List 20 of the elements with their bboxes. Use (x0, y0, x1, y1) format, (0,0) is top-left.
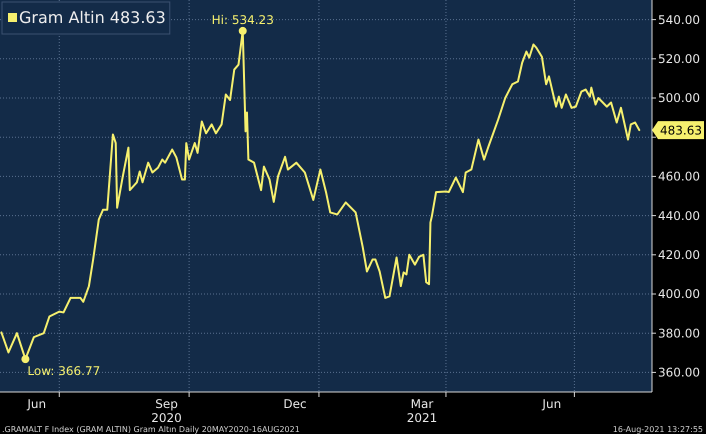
text: .GRAMALT F Index (GRAM ALTIN) Gram Altın Daily 20MAY2020-16AUG2021 (2, 425, 300, 434)
y-tick-label: 440.00 (658, 208, 700, 223)
y-tick-label: 400.00 (658, 287, 700, 302)
x-tick-label: Jun (26, 397, 46, 411)
annotation: 483.63 (660, 123, 702, 138)
x-tick-label: Jun (541, 397, 562, 411)
annotation: Low: 366.77 (27, 364, 100, 378)
y-tick-label: 520.00 (658, 52, 700, 66)
y-tick-label: 460.00 (658, 170, 700, 184)
y-tick-label: 420.00 (658, 248, 700, 262)
y-tick-label: 500.00 (658, 91, 700, 106)
annotation: Hi: 534.23 (212, 12, 274, 27)
x-tick-label: Mar 2021 (406, 397, 438, 425)
y-tick-label: 540.00 (658, 12, 700, 27)
x-tick-label: Sep 2020 (151, 397, 182, 425)
x-tick-label: Dec (283, 397, 307, 411)
y-tick-label: 380.00 (658, 326, 700, 340)
text: 16-Aug-2021 13:27:55 (612, 425, 703, 434)
y-tick-label: 360.00 (658, 366, 700, 380)
legend-label: Gram Altin 483.63 (19, 8, 166, 27)
